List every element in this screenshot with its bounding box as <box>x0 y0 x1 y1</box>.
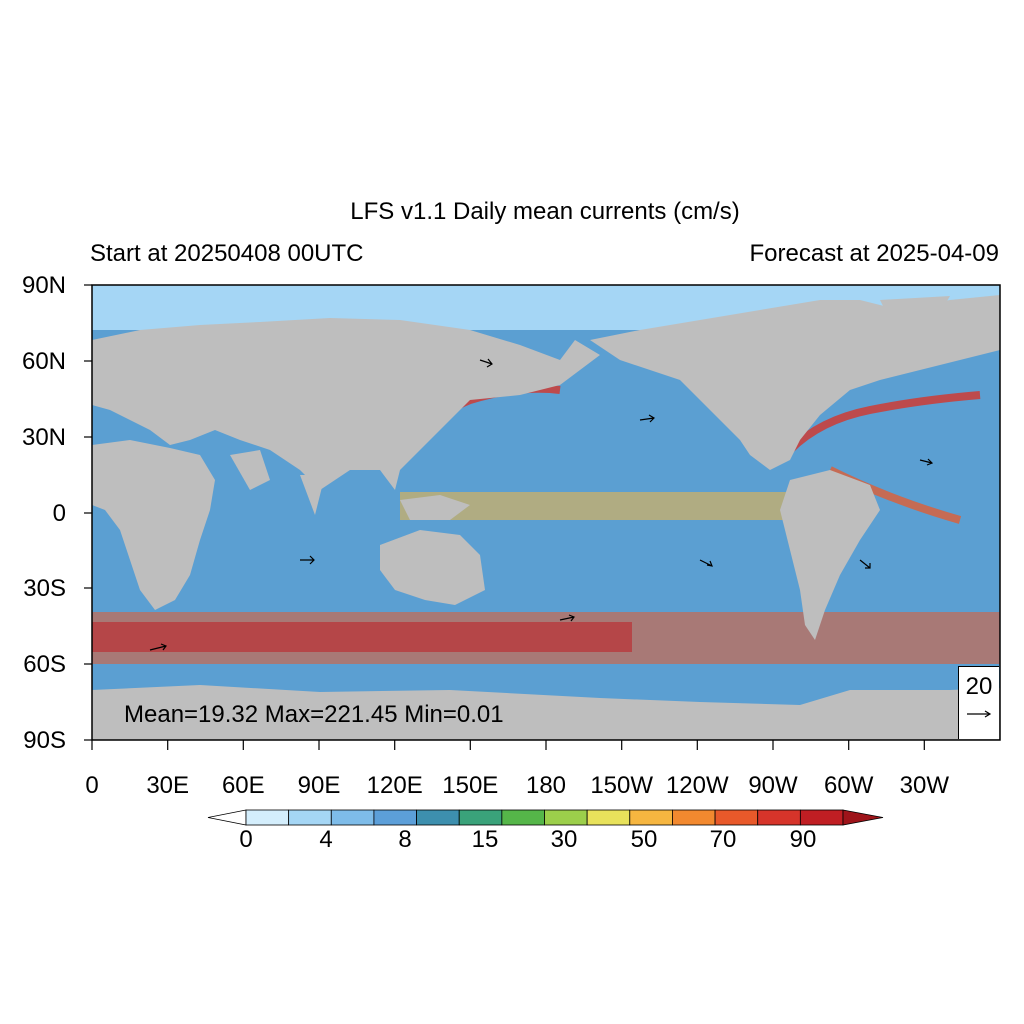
colorbar-box <box>799 809 844 826</box>
colorbar-box <box>672 809 716 826</box>
colorbar-box <box>330 809 375 826</box>
colorbar-label-8: 8 <box>398 826 412 853</box>
equatorial-band <box>400 492 820 520</box>
lon-label-30w: 30W <box>899 772 949 799</box>
colorbar-label-50: 50 <box>630 826 658 853</box>
lon-label-60w: 60W <box>824 772 874 799</box>
lat-label-30s: 30S <box>23 575 66 602</box>
lon-label-180: 180 <box>525 772 567 799</box>
lon-label-90w: 90W <box>748 772 798 799</box>
x-axis-ticks <box>91 740 925 750</box>
current-vectors <box>149 358 934 651</box>
colorbar-box <box>416 809 460 826</box>
lat-label-90n: 90N <box>21 272 66 299</box>
colorbar-label-4: 4 <box>319 826 333 853</box>
map-title: LFS v1.1 Daily mean currents (cm/s) <box>350 198 740 225</box>
lat-label-30n: 30N <box>21 424 66 451</box>
lon-label-30e: 30E <box>146 772 190 799</box>
right-arrow-icon <box>967 710 992 718</box>
colorbar-box <box>586 809 631 826</box>
colorbar-label-15: 15 <box>471 826 499 853</box>
lon-label-60e: 60E <box>221 772 265 799</box>
colorbar-over-triangle <box>842 809 884 826</box>
lon-label-0: 0 <box>85 772 99 799</box>
colorbar-under-triangle <box>207 809 247 826</box>
start-time-label: Start at 20250408 00UTC <box>90 240 364 267</box>
southern-ocean-core <box>92 622 632 652</box>
colorbar-box <box>544 809 588 826</box>
colorbar <box>207 809 884 826</box>
colorbar-label-70: 70 <box>709 826 737 853</box>
gulf-stream <box>787 391 981 453</box>
lat-label-60s: 60S <box>23 651 66 678</box>
colorbar-box <box>757 809 801 826</box>
colorbar-box <box>373 809 417 826</box>
lat-label-0: 0 <box>52 500 66 527</box>
colorbar-label-0: 0 <box>239 826 253 853</box>
lon-label-120e: 120E <box>366 772 423 799</box>
land <box>92 295 1000 740</box>
colorbar-label-30: 30 <box>550 826 578 853</box>
colorbar-box <box>245 809 290 826</box>
lat-label-60n: 60N <box>21 348 66 375</box>
reference-vector-value: 20 <box>965 673 993 700</box>
colorbar-box <box>501 809 545 826</box>
colorbar-label-90: 90 <box>789 826 817 853</box>
colorbar-box <box>714 809 759 826</box>
colorbar-box <box>288 809 332 826</box>
colorbar-box <box>629 809 673 826</box>
lat-label-90s: 90S <box>23 727 66 754</box>
lon-label-90e: 90E <box>297 772 341 799</box>
lon-label-150e: 150E <box>442 772 499 799</box>
lon-label-120w: 120W <box>665 772 729 799</box>
reference-vector-box: 20 <box>958 666 999 739</box>
forecast-time-label: Forecast at 2025-04-09 <box>749 240 999 267</box>
y-axis-ticks <box>84 284 92 741</box>
colorbar-box <box>458 809 503 826</box>
lon-label-150w: 150W <box>590 772 654 799</box>
statistics-text: Mean=19.32 Max=221.45 Min=0.01 <box>124 701 504 728</box>
